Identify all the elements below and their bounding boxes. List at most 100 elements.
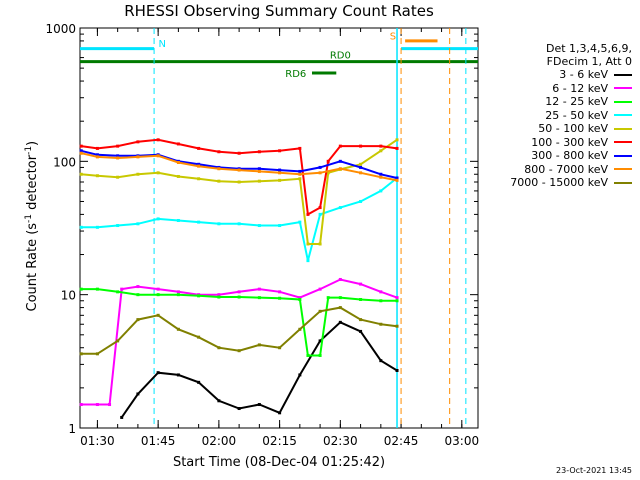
series-point-3 [306, 259, 310, 263]
chart-title: RHESSI Observing Summary Count Rates [124, 2, 434, 20]
series-point-7 [116, 156, 120, 160]
plot-timestamp: 23-Oct-2021 13:45 [556, 466, 632, 475]
series-point-4 [197, 177, 201, 181]
legend-entry-label: 12 - 25 keV [545, 95, 608, 109]
series-point-5 [176, 142, 180, 146]
series-point-6 [338, 159, 342, 163]
series-point-8 [237, 349, 241, 353]
series-point-4 [237, 180, 241, 184]
series-point-2 [326, 296, 330, 300]
series-point-5 [326, 159, 330, 163]
series-point-1 [359, 282, 363, 286]
series-point-2 [116, 290, 120, 294]
series-point-3 [379, 189, 383, 193]
series-point-6 [79, 149, 83, 153]
annotation-s-label: S [390, 31, 396, 42]
series-point-1 [379, 290, 383, 294]
series-point-6 [257, 167, 261, 171]
x-tick-label: 02:00 [202, 434, 237, 448]
series-point-8 [197, 335, 201, 339]
series-point-1 [79, 403, 83, 407]
series-point-8 [278, 346, 282, 350]
series-point-3 [136, 222, 140, 226]
series-point-2 [395, 299, 399, 303]
legend-entry-label: 25 - 50 keV [545, 108, 608, 122]
series-point-4 [95, 174, 99, 178]
series-point-4 [326, 171, 330, 175]
series-point-3 [176, 218, 180, 222]
series-point-3 [278, 224, 282, 228]
series-point-2 [237, 295, 241, 299]
series-point-0 [395, 368, 399, 372]
series-point-7 [95, 155, 99, 159]
series-point-4 [359, 162, 363, 166]
series-line-6 [80, 149, 398, 179]
series-point-0 [197, 380, 201, 384]
legend-swatch [614, 114, 632, 117]
series-point-4 [116, 175, 120, 179]
series-point-6 [379, 172, 383, 176]
series-point-7 [338, 167, 342, 171]
x-tick-label: 02:15 [262, 434, 297, 448]
legend-swatch [614, 141, 632, 144]
series-point-2 [156, 293, 160, 297]
series-point-7 [257, 169, 261, 173]
series-point-0 [338, 320, 342, 324]
series-point-3 [95, 225, 99, 229]
legend-entry: 7000 - 15000 keV [482, 176, 632, 190]
legend-entry-label: 3 - 6 keV [559, 68, 608, 82]
series-point-1 [278, 290, 282, 294]
legend-entry: 50 - 100 keV [482, 122, 632, 136]
x-axis-label: Start Time (08-Dec-04 01:25:42) [172, 455, 386, 470]
series-point-4 [156, 171, 160, 175]
legend-swatch [614, 73, 632, 76]
series-point-6 [359, 165, 363, 169]
series-point-3 [338, 206, 342, 210]
series-point-3 [217, 222, 221, 226]
legend-swatch [614, 100, 632, 103]
series-point-0 [257, 403, 261, 407]
series-point-5 [395, 146, 399, 150]
series-point-2 [298, 297, 302, 301]
series-point-4 [257, 179, 261, 183]
series-point-1 [217, 293, 221, 297]
series-point-4 [318, 242, 322, 246]
series-point-5 [379, 144, 383, 148]
series-point-0 [278, 411, 282, 415]
legend-swatch [614, 154, 632, 157]
series-point-7 [395, 178, 399, 182]
series-point-6 [298, 169, 302, 173]
series-point-2 [306, 353, 310, 357]
legend-header-decimation: FDecim 1, Att 0 [546, 55, 632, 68]
series-point-2 [318, 353, 322, 357]
series-point-1 [318, 287, 322, 291]
series-point-2 [197, 294, 201, 298]
series-point-2 [217, 295, 221, 299]
series-point-3 [197, 220, 201, 224]
annotation-rd6-label: RD6 [285, 69, 306, 80]
series-point-0 [120, 415, 124, 419]
series-point-2 [176, 293, 180, 297]
x-tick-label: 01:30 [80, 434, 115, 448]
y-axis-label: Count Rate (s-1 detector-1) [23, 140, 41, 312]
x-tick-label: 01:45 [141, 434, 176, 448]
x-tick-label: 02:45 [384, 434, 419, 448]
legend-swatch [614, 87, 632, 90]
y-tick-label: 10 [61, 289, 76, 303]
series-point-0 [237, 407, 241, 411]
series-point-5 [197, 146, 201, 150]
series-point-7 [176, 161, 180, 165]
series-point-4 [298, 177, 302, 181]
legend-entry-label: 100 - 300 keV [531, 135, 608, 149]
series-point-1 [338, 277, 342, 281]
series-point-7 [197, 164, 201, 168]
series-point-0 [359, 329, 363, 333]
series-point-6 [197, 162, 201, 166]
series-point-8 [217, 346, 221, 350]
series-point-7 [136, 155, 140, 159]
legend-entry-label: 300 - 800 keV [531, 149, 608, 163]
series-point-4 [306, 242, 310, 246]
series-line-1 [81, 278, 398, 406]
series-point-7 [237, 168, 241, 172]
legend-swatch [614, 127, 632, 130]
